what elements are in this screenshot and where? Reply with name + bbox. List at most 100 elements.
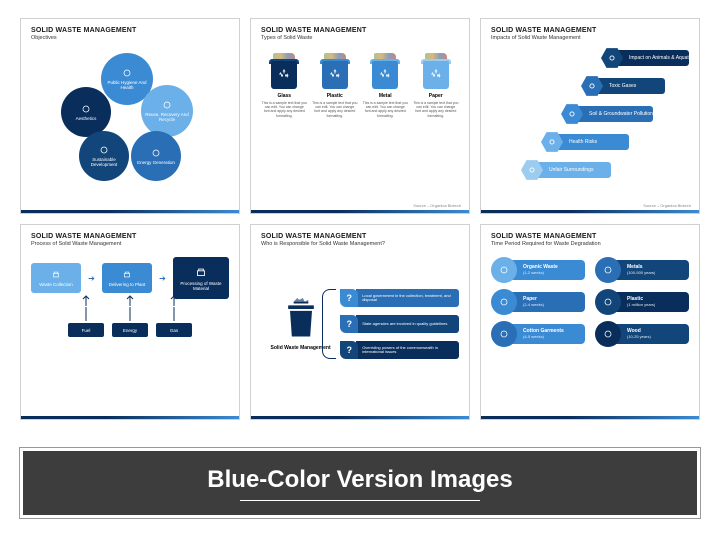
source-label: Source – Organica Biotech xyxy=(413,203,461,208)
waste-bin xyxy=(421,53,451,89)
recycle-icon xyxy=(278,67,290,79)
responsible-item: ?Overriding powers of the commonwealth i… xyxy=(340,341,459,359)
responsible-text: Local government in the collection, trea… xyxy=(356,289,459,307)
question-icon: ? xyxy=(340,289,358,307)
time-value: (100-500 years) xyxy=(627,271,683,275)
waste-bin xyxy=(269,53,299,89)
slide-subtitle: Who is Responsible for Solid Waste Manag… xyxy=(261,241,459,247)
source-label: Source – Organica Biotech xyxy=(643,203,691,208)
impact-icon xyxy=(521,159,543,181)
time-value: (1-2 weeks) xyxy=(523,271,579,275)
objective-circle: Sustainable Development xyxy=(79,131,129,181)
responsible-layout: Solid Waste Management ?Local government… xyxy=(261,259,459,389)
time-icon xyxy=(491,257,517,283)
slide-types: SOLID WASTE MANAGEMENT Types of Solid Wa… xyxy=(250,18,470,214)
impact-row: Soil & Groundwater Pollution xyxy=(561,103,653,125)
impact-row: Impact on Animals & Aquatic Life xyxy=(601,47,689,69)
circle-label: Energy Generation xyxy=(137,161,175,166)
impact-row: Unfair Surroundings xyxy=(521,159,611,181)
impact-icon xyxy=(601,47,623,69)
circle-icon xyxy=(121,67,133,79)
arrow-icon: ➔ xyxy=(88,274,95,283)
slide-subtitle: Time Period Required for Waste Degradati… xyxy=(491,241,689,247)
impacts-list: Impact on Animals & Aquatic Life Toxic Ga… xyxy=(491,47,689,197)
bin-text: This is a sample text that you can edit.… xyxy=(362,101,408,118)
output-label: Fuel xyxy=(82,328,91,333)
slide-footer-bar xyxy=(481,416,699,419)
waste-bins: Glass This is a sample text that you can … xyxy=(261,53,459,118)
time-item: Wood(10-25 years) xyxy=(595,321,689,347)
banner-text: Blue-Color Version Images xyxy=(207,466,512,494)
bin-label: Plastic xyxy=(327,93,343,99)
slide-title: SOLID WASTE MANAGEMENT xyxy=(491,233,689,240)
output-label: Gas xyxy=(170,328,178,333)
bin-label: Paper xyxy=(429,93,443,99)
time-bar: Paper(2-4 weeks) xyxy=(509,292,585,312)
responsible-item: ?Local government in the collection, tre… xyxy=(340,289,459,307)
slide-footer-bar xyxy=(481,210,699,213)
impact-row: Toxic Gases xyxy=(581,75,665,97)
process-label: Delivering to Plant xyxy=(109,282,146,287)
objective-circle: Aesthetics xyxy=(61,87,111,137)
slide-subtitle: Types of Solid Waste xyxy=(261,35,459,41)
output-box: Fuel xyxy=(68,323,104,337)
time-icon xyxy=(595,289,621,315)
impact-icon xyxy=(561,103,583,125)
time-bar: Metals(100-500 years) xyxy=(613,260,689,280)
banner-underline xyxy=(240,500,480,501)
output-icon xyxy=(168,295,180,307)
slide-footer-bar xyxy=(251,416,469,419)
objectives-circles: Public Hygiene And HealthAesthetics Reuse… xyxy=(31,49,229,189)
bracket-line xyxy=(322,289,336,359)
impact-icon xyxy=(581,75,603,97)
slide-subtitle: Process of Solid Waste Management xyxy=(31,241,229,247)
bin-label: Glass xyxy=(277,93,291,99)
bin-column: MetalThis is a sample text that you can … xyxy=(362,53,408,118)
circle-label: Sustainable Development xyxy=(83,158,125,168)
time-item: Plastic(1 million years) xyxy=(595,289,689,315)
slide-time-period: SOLID WASTE MANAGEMENT Time Period Requi… xyxy=(480,224,700,420)
process-label: Processing of Waste Material xyxy=(177,281,225,292)
responsible-items: ?Local government in the collection, tre… xyxy=(340,289,459,359)
output-icon xyxy=(124,295,136,307)
waste-bin xyxy=(320,53,350,89)
time-grid: Organic Waste(1-2 weeks)Metals(100-500 y… xyxy=(491,257,689,347)
slide-subtitle: Objectives xyxy=(31,35,229,41)
slide-grid: SOLID WASTE MANAGEMENT Objectives Public… xyxy=(0,0,720,430)
impact-icon xyxy=(541,131,563,153)
process-icon xyxy=(194,265,208,279)
banner: Blue-Color Version Images xyxy=(20,448,700,518)
time-value: (1 million years) xyxy=(627,303,683,307)
output-icon xyxy=(80,295,92,307)
circle-label: Reuse, Recovery And Recycle xyxy=(145,113,189,123)
waste-bin xyxy=(370,53,400,89)
slide-title: SOLID WASTE MANAGEMENT xyxy=(31,27,229,34)
slide-objectives: SOLID WASTE MANAGEMENT Objectives Public… xyxy=(20,18,240,214)
time-icon xyxy=(491,289,517,315)
slide-title: SOLID WASTE MANAGEMENT xyxy=(261,233,459,240)
bin-column: PlasticThis is a sample text that you ca… xyxy=(312,53,358,118)
bin-text: This is a sample text that you can edit.… xyxy=(413,101,459,118)
output-label: Energy xyxy=(123,328,137,333)
process-icon xyxy=(120,269,134,280)
arrow-icon: ➔ xyxy=(159,274,166,283)
time-value: (10-25 years) xyxy=(627,335,683,339)
circle-label: Public Hygiene And Health xyxy=(105,81,149,91)
time-value: (4-5 weeks) xyxy=(523,335,579,339)
impact-label: Unfair Surroundings xyxy=(531,162,611,178)
time-bar: Wood(10-25 years) xyxy=(613,324,689,344)
recycle-icon xyxy=(379,67,391,79)
time-bar: Plastic(1 million years) xyxy=(613,292,689,312)
slide-title: SOLID WASTE MANAGEMENT xyxy=(261,27,459,34)
circle-icon xyxy=(98,144,110,156)
time-value: (2-4 weeks) xyxy=(523,303,579,307)
objective-circle: Reuse, Recovery And Recycle xyxy=(141,85,193,137)
process-icon xyxy=(49,269,63,280)
slide-responsible: SOLID WASTE MANAGEMENT Who is Responsibl… xyxy=(250,224,470,420)
circle-icon xyxy=(150,147,162,159)
slide-footer-bar xyxy=(251,210,469,213)
trash-bin-icon xyxy=(279,298,323,342)
time-item: Cotton Garments(4-5 weeks) xyxy=(491,321,585,347)
output-box: Gas xyxy=(156,323,192,337)
time-bar: Cotton Garments(4-5 weeks) xyxy=(509,324,585,344)
